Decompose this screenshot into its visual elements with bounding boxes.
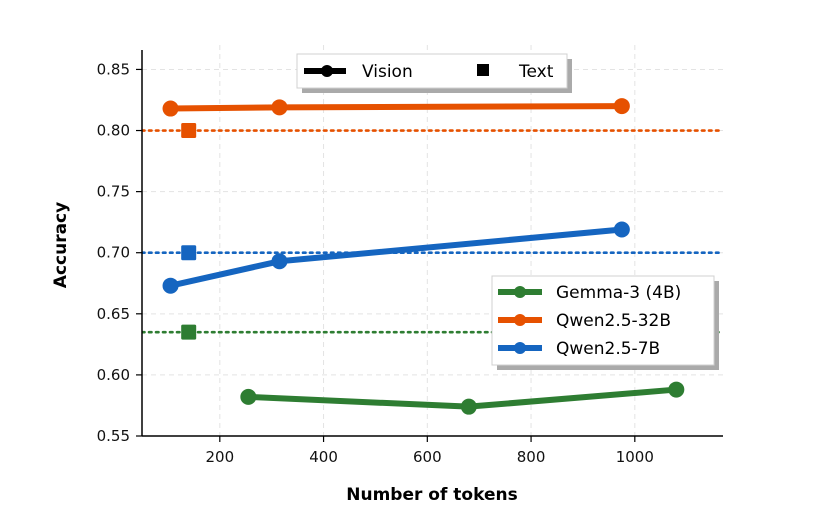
vision-series bbox=[162, 98, 685, 415]
legend-series-label: Qwen2.5-32B bbox=[556, 311, 671, 331]
legend-series-marker bbox=[514, 314, 526, 326]
ticks: 200 400 600 800 1000 0.55 0.60 0.65 0.70 0.75 0.80… bbox=[97, 60, 654, 466]
x-axis-label: Number of tokens bbox=[346, 485, 517, 505]
x-tick-label: 1000 bbox=[616, 448, 654, 466]
text-marker bbox=[181, 324, 197, 340]
text-legend-label: Text bbox=[518, 62, 554, 82]
text-marker bbox=[181, 245, 197, 261]
data-point bbox=[613, 221, 630, 238]
style-legend: Vision Text bbox=[296, 53, 572, 93]
y-tick-label: 0.85 bbox=[97, 60, 130, 78]
vision-legend-marker bbox=[321, 65, 333, 77]
x-tick-label: 800 bbox=[517, 448, 546, 466]
legend-series-label: Gemma-3 (4B) bbox=[556, 283, 681, 303]
data-point bbox=[162, 277, 179, 294]
axes bbox=[141, 50, 723, 437]
y-tick-label: 0.60 bbox=[97, 366, 130, 384]
y-tick-label: 0.80 bbox=[97, 122, 130, 140]
data-point bbox=[240, 388, 257, 405]
data-point bbox=[162, 100, 179, 117]
series-line bbox=[167, 103, 625, 112]
data-point bbox=[668, 381, 685, 398]
data-point bbox=[613, 98, 630, 115]
grid bbox=[142, 45, 723, 437]
text-marker bbox=[181, 123, 197, 139]
x-tick-label: 200 bbox=[205, 448, 234, 466]
data-point bbox=[271, 99, 288, 116]
y-axis-label: Accuracy bbox=[51, 202, 71, 288]
y-tick-label: 0.70 bbox=[97, 244, 130, 262]
vision-legend-label: Vision bbox=[362, 62, 413, 82]
y-tick-label: 0.65 bbox=[97, 305, 130, 323]
text-markers bbox=[181, 123, 197, 340]
y-tick-label: 0.55 bbox=[97, 427, 130, 445]
y-tick-label: 0.75 bbox=[97, 183, 130, 201]
legend-series-label: Qwen2.5-7B bbox=[556, 339, 660, 359]
legend-series-marker bbox=[514, 286, 526, 298]
data-point bbox=[271, 253, 288, 270]
x-tick-label: 400 bbox=[309, 448, 338, 466]
legend-series-marker bbox=[514, 342, 526, 354]
text-legend-marker bbox=[477, 64, 489, 76]
model-legend: Gemma-3 (4B) Qwen2.5-32B Qwen2.5-7B bbox=[491, 275, 719, 370]
x-tick-label: 600 bbox=[413, 448, 442, 466]
data-point bbox=[460, 398, 477, 415]
